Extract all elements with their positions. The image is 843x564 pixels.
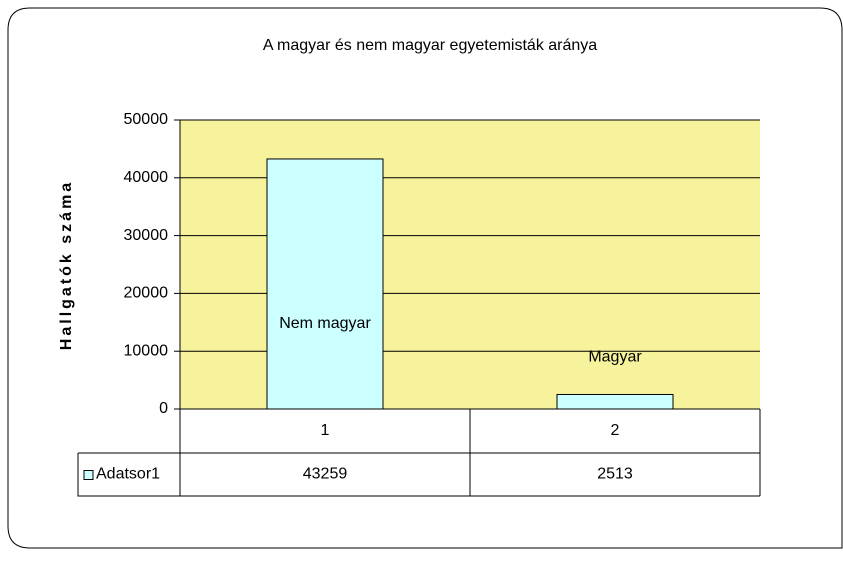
legend-label: Adatsor1 <box>96 466 160 483</box>
x-tick-label: 1 <box>321 422 330 439</box>
y-tick-label: 0 <box>159 400 168 417</box>
y-axis-label: Hallgatók száma <box>58 180 75 350</box>
y-tick-label: 50000 <box>124 111 169 128</box>
y-tick-label: 10000 <box>124 342 169 359</box>
y-tick-label: 20000 <box>124 285 169 302</box>
bar-label: Nem magyar <box>279 315 371 332</box>
y-tick-label: 30000 <box>124 227 169 244</box>
y-tick-label: 40000 <box>124 169 169 186</box>
data-table-grid <box>77 409 761 497</box>
chart-title: A magyar és nem magyar egyetemisták arán… <box>263 37 597 54</box>
data-table-value: 43259 <box>303 466 348 483</box>
x-tick-label: 2 <box>611 422 620 439</box>
bar-label: Magyar <box>588 349 642 366</box>
bar <box>556 393 674 410</box>
bar <box>266 158 384 410</box>
data-table-value: 2513 <box>597 466 633 483</box>
legend-key <box>83 470 94 480</box>
